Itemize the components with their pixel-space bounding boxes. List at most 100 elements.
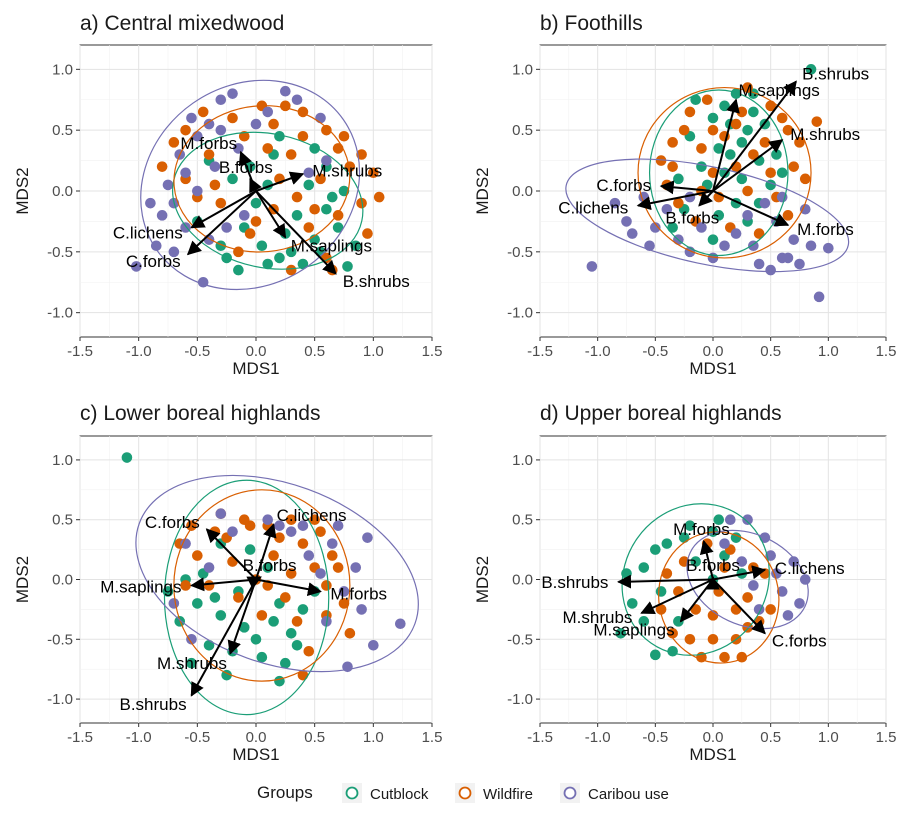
panel-1: a) Central mixedwood -1.5 -1.0 -0.5 0.0 0.5 1.… [13, 12, 442, 378]
data-point [262, 143, 274, 154]
confidence-ellipse [140, 79, 361, 291]
x-tick-label: -1.0 [126, 343, 152, 360]
vector-label: B.shrubs [120, 695, 187, 714]
data-point [765, 167, 776, 179]
data-point [690, 556, 701, 567]
panel-2: b) Foothills -1.5 -1.0 -0.5 0.0 0.5 1.0 1.5 -1.0… [473, 12, 896, 378]
data-point [274, 520, 285, 531]
y-axis-title: MDS2 [473, 167, 492, 214]
data-point [268, 550, 279, 561]
data-point [180, 124, 191, 136]
data-point [233, 246, 244, 258]
y-tick-label: -1.0 [47, 691, 73, 708]
series-cutblock [667, 64, 817, 245]
data-point [753, 616, 765, 627]
y-tick-label: 0.5 [52, 512, 73, 529]
data-point [256, 610, 268, 621]
data-point [667, 161, 678, 172]
y-tick-label: 1.0 [52, 61, 73, 78]
x-tick-label: -1.5 [67, 729, 93, 746]
vector-label: M.shrubs [790, 125, 860, 144]
y-tick-label: -1.0 [507, 305, 533, 322]
data-point [707, 124, 719, 136]
data-point [673, 197, 684, 209]
data-point [742, 210, 753, 221]
vector-arrow [190, 190, 257, 229]
y-tick-label: 1.0 [512, 61, 533, 78]
series-caribou-use [168, 508, 406, 673]
data-point [180, 538, 191, 549]
data-point [350, 562, 362, 573]
confidence-ellipse [648, 89, 789, 257]
data-point [701, 94, 713, 106]
data-point [203, 149, 215, 160]
x-tick-label: 1.0 [818, 729, 839, 746]
vector-label: C.lichens [113, 223, 183, 242]
data-point [244, 544, 256, 555]
y-tick-label: 0.0 [52, 183, 73, 200]
panel-title: c) Lower boreal highlands [80, 402, 320, 425]
vector-label: M.forbs [330, 584, 387, 603]
data-point [690, 94, 701, 106]
data-point [309, 203, 320, 215]
data-point [209, 179, 221, 191]
data-point [326, 191, 338, 203]
data-point [655, 604, 667, 615]
data-point [186, 112, 197, 124]
data-point [332, 210, 344, 221]
data-point [274, 532, 285, 543]
data-point [707, 167, 719, 179]
y-axis-title: MDS2 [13, 167, 32, 214]
vector-label: M.shrubs [312, 162, 382, 181]
data-point [650, 544, 661, 555]
vector-arrow [699, 539, 714, 580]
data-point [719, 240, 730, 252]
data-point [771, 149, 782, 160]
data-point [765, 604, 776, 615]
x-tick-label: 0.5 [760, 729, 781, 746]
vector-label: B.forbs [665, 209, 719, 228]
vector-arrow [640, 578, 714, 614]
data-point [730, 228, 742, 239]
x-tick-label: 0.5 [760, 343, 781, 360]
data-point [748, 106, 759, 118]
confidence-ellipse [658, 531, 780, 664]
y-tick-label: -1.0 [47, 305, 73, 322]
vector-label: C.forbs [126, 252, 181, 271]
x-tick-label: 0.5 [304, 343, 325, 360]
confidence-ellipse [163, 479, 330, 716]
vector-arrow [190, 579, 257, 697]
vector-label: C.lichens [277, 506, 347, 525]
data-point [736, 137, 748, 148]
vector-label: B.shrubs [802, 65, 869, 84]
data-point [326, 538, 338, 549]
data-point [368, 639, 379, 651]
x-tick-label: -1.5 [527, 343, 553, 360]
data-point [186, 520, 197, 531]
data-point [667, 645, 678, 657]
data-point [285, 149, 297, 160]
data-point [332, 222, 344, 233]
data-point [227, 112, 238, 124]
data-point [291, 616, 303, 627]
data-point [315, 112, 326, 124]
data-point [373, 191, 385, 203]
vector-arrow [227, 579, 257, 655]
data-point [250, 216, 262, 227]
vector-arrow [255, 578, 322, 597]
legend-label: Cutblock [370, 786, 429, 803]
data-point [203, 562, 215, 573]
data-point [291, 639, 303, 651]
data-point [256, 240, 268, 252]
data-point [742, 124, 753, 136]
data-point [776, 586, 788, 597]
data-point [678, 124, 690, 136]
vector-arrow [712, 565, 767, 581]
data-point [713, 586, 725, 597]
data-point [315, 568, 326, 579]
data-point [238, 130, 250, 142]
data-point [707, 633, 719, 645]
data-point [794, 598, 805, 609]
legend: Groups Cutblock Wildfire Caribou use [257, 783, 669, 803]
vector-label: M.shrubs [157, 654, 227, 673]
